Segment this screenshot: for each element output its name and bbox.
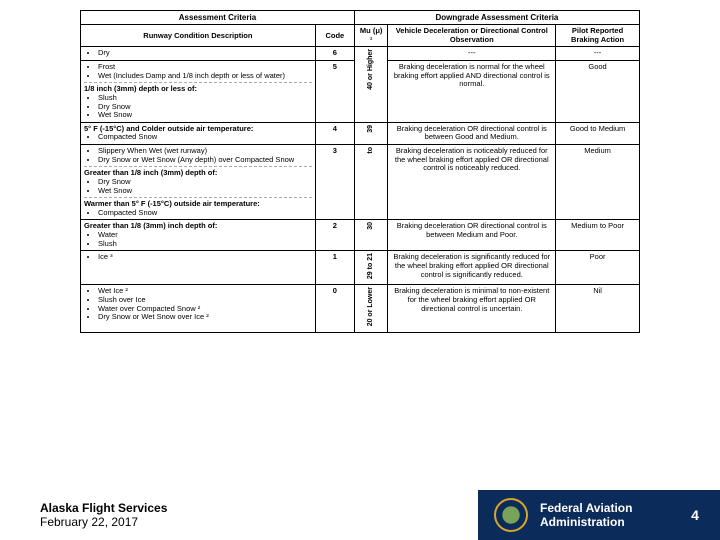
mu-20lower: 20 or Lower (354, 285, 388, 332)
header-mu: Mu (μ) ¹ (354, 25, 388, 47)
mu-to: to (354, 145, 388, 220)
footer-left: Alaska Flight Services February 22, 2017 (0, 490, 478, 540)
header-obs: Vehicle Deceleration or Directional Cont… (388, 25, 556, 47)
table-row: Greater than 1/8 (3mm) inch depth of: Wa… (81, 220, 640, 251)
mu-29-21: 29 to 21 (354, 251, 388, 285)
slide-footer: Alaska Flight Services February 22, 2017… (0, 490, 720, 540)
mu-40plus: 40 or Higher (354, 47, 388, 122)
table-row: Ice ³ 1 29 to 21 Braking deceleration is… (81, 251, 640, 285)
header-pilot: Pilot Reported Braking Action (556, 25, 640, 47)
table-row: Slippery When Wet (wet runway) Dry Snow … (81, 145, 640, 220)
header-desc: Runway Condition Description (81, 25, 316, 47)
header-downgrade: Downgrade Assessment Criteria (354, 11, 639, 25)
table-row: Dry 6 40 or Higher --- --- (81, 47, 640, 61)
mu-30: 30 (354, 220, 388, 251)
mu-39: 39 (354, 122, 388, 144)
header-code: Code (315, 25, 354, 47)
footer-agency: Federal Aviation Administration (540, 501, 670, 530)
table-row: 5° F (-15°C) and Colder outside air temp… (81, 122, 640, 144)
footer-date: February 22, 2017 (40, 515, 478, 529)
page-number: 4 (670, 507, 720, 523)
faa-seal-icon (494, 498, 528, 532)
table-row: Wet Ice ² Slush over Ice Water over Comp… (81, 285, 640, 332)
rcam-table: Assessment Criteria Downgrade Assessment… (80, 10, 640, 333)
header-assessment: Assessment Criteria (81, 11, 355, 25)
footer-title: Alaska Flight Services (40, 501, 478, 515)
